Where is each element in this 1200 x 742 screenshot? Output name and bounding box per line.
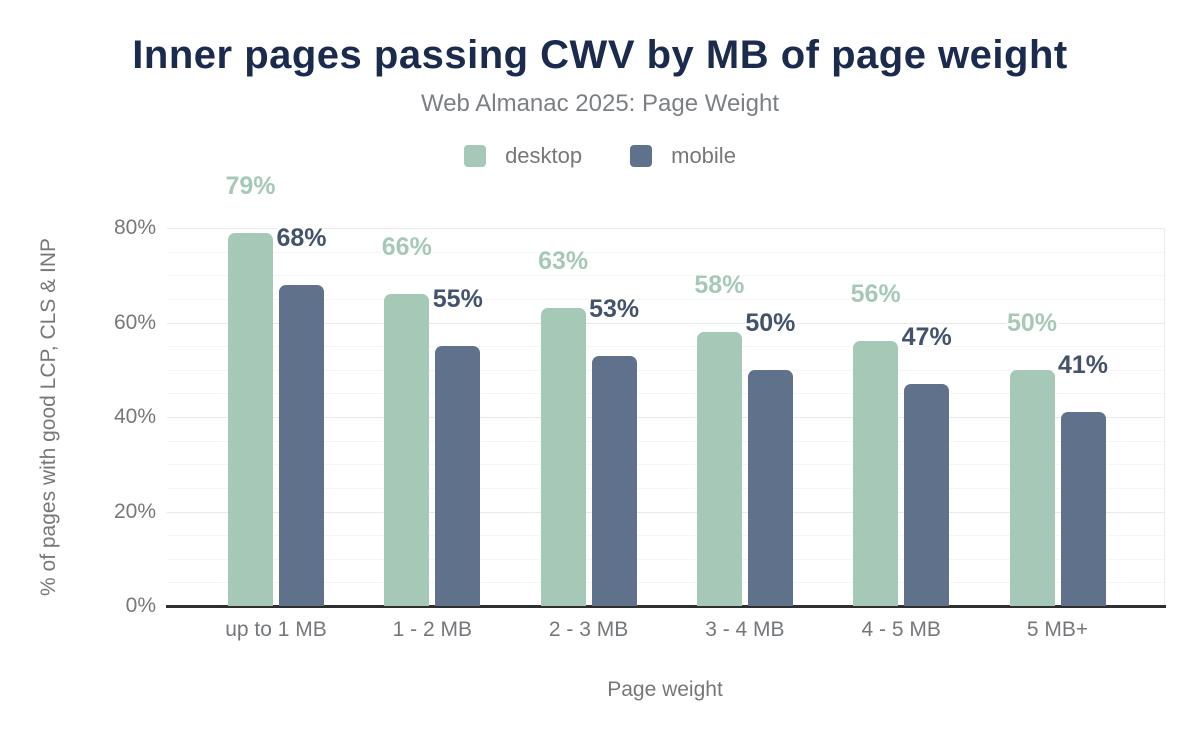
legend-label-mobile: mobile (671, 143, 736, 168)
x-axis-title: Page weight (607, 678, 723, 701)
gridline (167, 275, 1164, 277)
bar-mobile-5-MB+ (1060, 412, 1106, 606)
legend-label-desktop: desktop (505, 143, 583, 168)
bar-desktop-5-MB+ (1009, 369, 1055, 606)
bar-mobile-4---5-MB (904, 383, 950, 606)
value-label-mobile: 50% (745, 308, 796, 337)
gridline (167, 417, 1164, 418)
x-tick-label: 1 - 2 MB (392, 618, 472, 641)
value-label-desktop: 50% (1006, 308, 1058, 337)
gridline (167, 393, 1164, 395)
y-tick-label: 40% (113, 405, 156, 428)
value-label-desktop: 58% (694, 270, 745, 299)
legend-swatch-desktop (464, 145, 487, 167)
gridline (167, 511, 1164, 513)
gridline (167, 487, 1164, 489)
value-label-desktop: 66% (381, 233, 432, 262)
legend-item-desktop: desktop (464, 143, 582, 169)
bar-desktop-2---3-MB (540, 308, 586, 606)
x-tick-label: 4 - 5 MB (861, 618, 941, 641)
bar-desktop-4---5-MB (853, 341, 899, 606)
x-axis-line (166, 605, 1166, 608)
chart-title: Inner pages passing CWV by MB of page we… (132, 33, 1068, 77)
gridline (167, 558, 1164, 560)
value-label-desktop: 63% (538, 247, 589, 276)
legend: desktop mobile (0, 143, 1200, 169)
gridline (167, 582, 1164, 584)
y-tick-label: 60% (113, 310, 156, 334)
y-tick-label: 20% (113, 499, 156, 523)
bar-desktop-3---4-MB (696, 331, 742, 606)
gridline (167, 440, 1164, 442)
value-label-mobile: 53% (589, 294, 640, 323)
chart-subtitle: Web Almanac 2025: Page Weight (420, 90, 779, 117)
gridline (167, 369, 1164, 371)
gridline (167, 535, 1164, 537)
x-tick-label: 5 MB+ (1026, 618, 1089, 641)
legend-item-mobile: mobile (630, 143, 736, 169)
value-label-mobile: 55% (432, 285, 483, 314)
value-label-desktop: 56% (850, 280, 901, 309)
bar-desktop-up-to-1-MB (228, 232, 273, 606)
y-axis-title: % of pages with good LCP, CLS & INP (37, 238, 60, 596)
value-label-mobile: 41% (1057, 351, 1109, 380)
x-tick-label: up to 1 MB (225, 618, 327, 641)
gridline (167, 322, 1164, 324)
bar-mobile-1---2-MB (435, 346, 481, 606)
value-label-mobile: 68% (276, 223, 327, 252)
gridline (167, 464, 1164, 466)
x-tick-label: 3 - 4 MB (705, 618, 785, 641)
y-tick-label: 0% (125, 594, 156, 617)
x-tick-label: 2 - 3 MB (548, 618, 629, 641)
legend-swatch-mobile (630, 145, 653, 167)
gridline (167, 298, 1164, 300)
bar-mobile-up-to-1-MB (279, 284, 324, 606)
gridline (167, 251, 1164, 253)
gridline (167, 228, 1164, 229)
value-label-desktop: 79% (225, 171, 276, 200)
bar-mobile-2---3-MB (591, 355, 637, 606)
plot-right-border (1164, 228, 1165, 606)
gridline (167, 346, 1164, 348)
bar-mobile-3---4-MB (747, 369, 793, 606)
y-tick-label: 80% (113, 216, 156, 239)
value-label-mobile: 47% (901, 322, 952, 351)
bar-desktop-1---2-MB (384, 294, 430, 606)
